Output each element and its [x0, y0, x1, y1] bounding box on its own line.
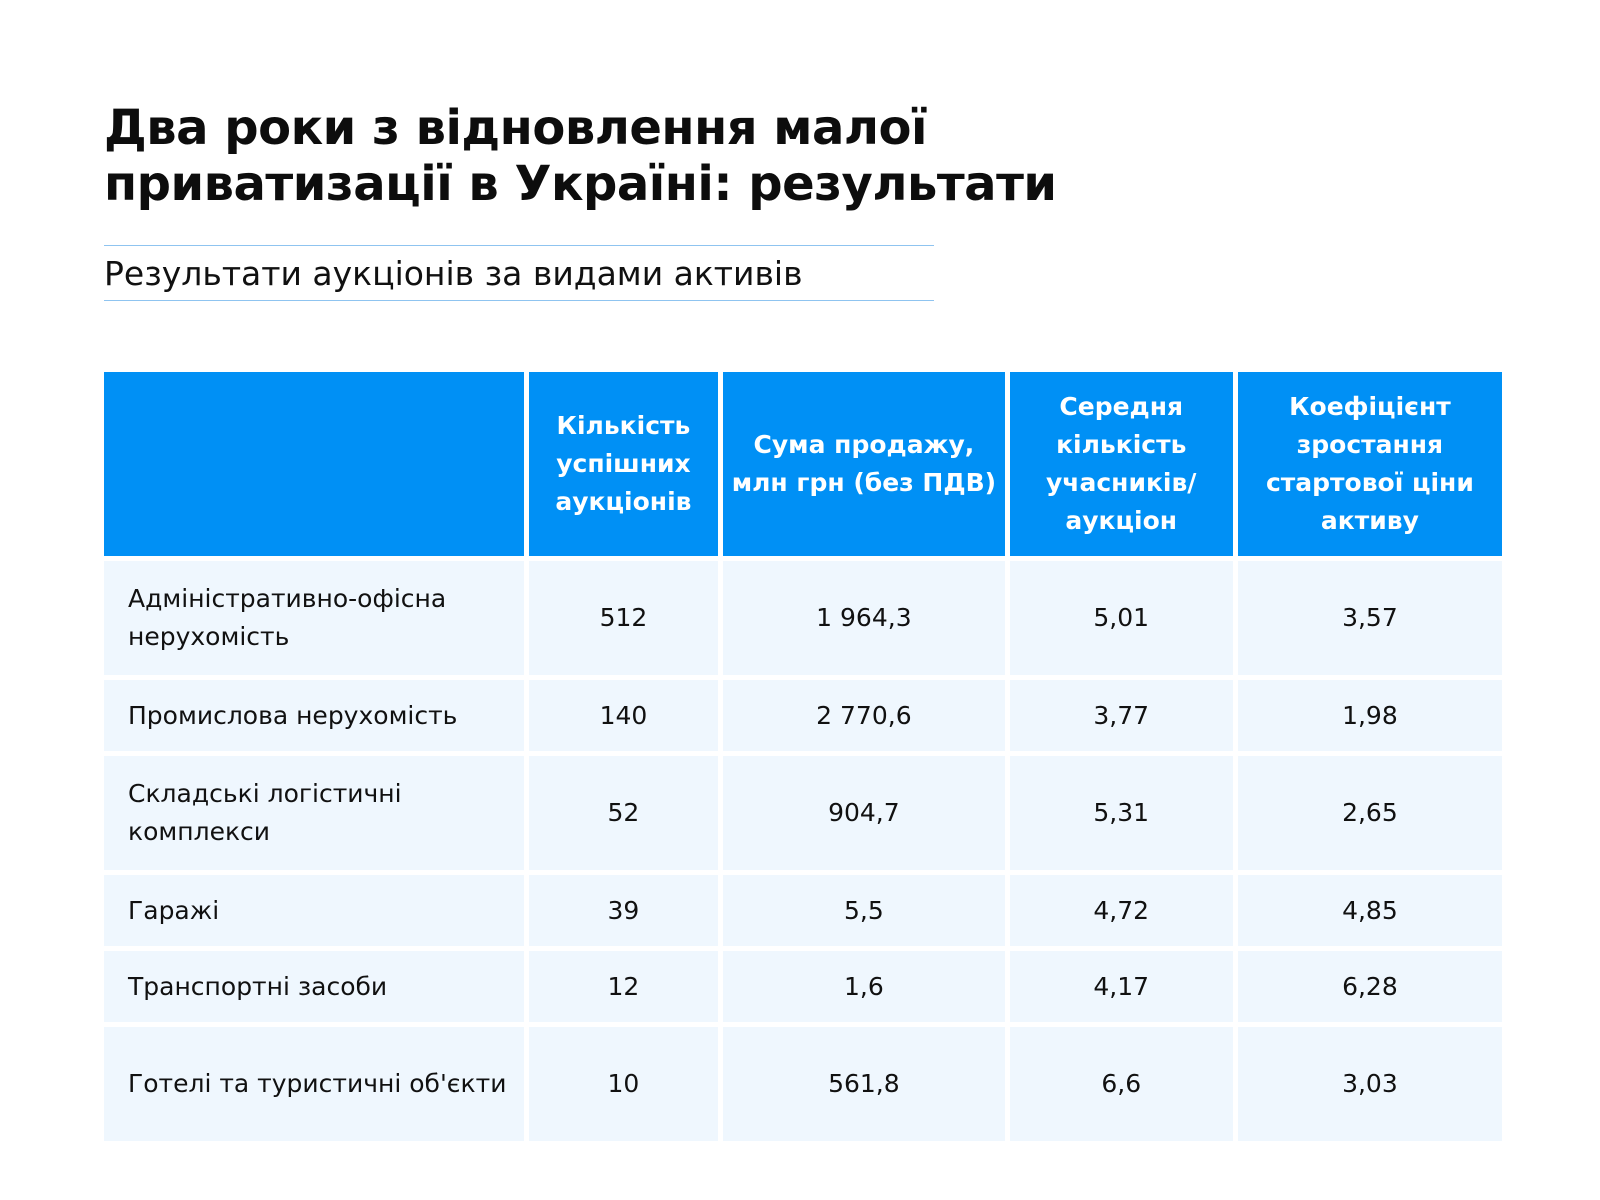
- cell-auction-count: 52: [528, 756, 719, 870]
- cell-price-growth: 1,98: [1237, 680, 1502, 751]
- row-label: Готелі та туристичні об'єкти: [104, 1027, 524, 1141]
- cell-auction-count: 12: [528, 951, 719, 1022]
- page-title: Два роки з відновлення малої приватизаці…: [104, 100, 1057, 212]
- cell-auction-count: 10: [528, 1027, 719, 1141]
- row-label: Промислова нерухомість: [104, 680, 524, 751]
- cell-price-growth: 6,28: [1237, 951, 1502, 1022]
- cell-avg-participants: 5,31: [1009, 756, 1233, 870]
- header-cell-sales-sum: Сума продажу, млн грн (без ПДВ): [723, 372, 1005, 556]
- row-label: Гаражі: [104, 875, 524, 946]
- page-subtitle: Результати аукціонів за видами активів: [104, 254, 803, 293]
- cell-avg-participants: 4,72: [1009, 875, 1233, 946]
- cell-auction-count: 39: [528, 875, 719, 946]
- cell-price-growth: 4,85: [1237, 875, 1502, 946]
- table-row: Складські логістичні комплекси 52 904,7 …: [104, 756, 1502, 870]
- cell-sales-sum: 904,7: [723, 756, 1005, 870]
- cell-avg-participants: 5,01: [1009, 561, 1233, 675]
- row-label: Транспортні засоби: [104, 951, 524, 1022]
- table-header-row: Кількість успішних аукціонів Сума продаж…: [104, 372, 1502, 556]
- header-cell-price-growth: Коефіцієнт зростання стартової ціни акти…: [1237, 372, 1502, 556]
- cell-auction-count: 140: [528, 680, 719, 751]
- cell-sales-sum: 561,8: [723, 1027, 1005, 1141]
- cell-avg-participants: 3,77: [1009, 680, 1233, 751]
- cell-avg-participants: 4,17: [1009, 951, 1233, 1022]
- cell-avg-participants: 6,6: [1009, 1027, 1233, 1141]
- cell-sales-sum: 1,6: [723, 951, 1005, 1022]
- cell-price-growth: 3,03: [1237, 1027, 1502, 1141]
- table-row: Промислова нерухомість 140 2 770,6 3,77 …: [104, 680, 1502, 751]
- cell-auction-count: 512: [528, 561, 719, 675]
- table-row: Гаражі 39 5,5 4,72 4,85: [104, 875, 1502, 946]
- header-cell-avg-participants: Середня кількість учасників/ аукціон: [1009, 372, 1233, 556]
- cell-sales-sum: 2 770,6: [723, 680, 1005, 751]
- cell-sales-sum: 1 964,3: [723, 561, 1005, 675]
- row-label: Складські логістичні комплекси: [104, 756, 524, 870]
- row-label: Адміністративно-офісна нерухомість: [104, 561, 524, 675]
- table-row: Адміністративно-офісна нерухомість 512 1…: [104, 561, 1502, 675]
- table-row: Транспортні засоби 12 1,6 4,17 6,28: [104, 951, 1502, 1022]
- results-table: Кількість успішних аукціонів Сума продаж…: [99, 367, 1507, 1146]
- header-cell-auction-count: Кількість успішних аукціонів: [528, 372, 719, 556]
- cell-price-growth: 2,65: [1237, 756, 1502, 870]
- cell-sales-sum: 5,5: [723, 875, 1005, 946]
- results-table-container: Кількість успішних аукціонів Сума продаж…: [104, 372, 1502, 1141]
- header-cell-category: [104, 372, 524, 556]
- subtitle-band: Результати аукціонів за видами активів: [104, 245, 934, 301]
- cell-price-growth: 3,57: [1237, 561, 1502, 675]
- table-row: Готелі та туристичні об'єкти 10 561,8 6,…: [104, 1027, 1502, 1141]
